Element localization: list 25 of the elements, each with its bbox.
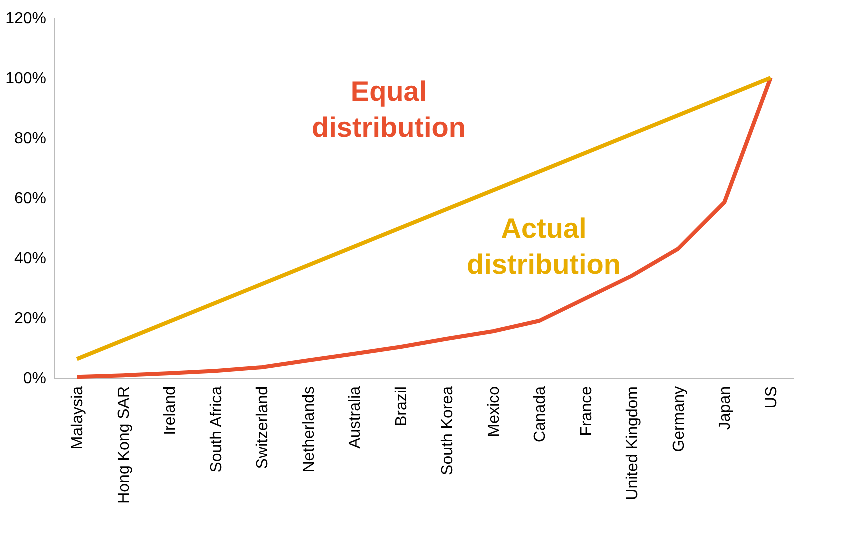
y-tick-label: 0% [23, 370, 46, 388]
x-tick-label: Brazil [393, 386, 410, 427]
text: Equal distribution [312, 76, 466, 143]
y-tick-label: 60% [14, 190, 46, 208]
y-tick-label: 120% [6, 10, 46, 28]
y-tick-label: 100% [6, 70, 46, 88]
x-tick-label: Hong Kong SAR [116, 386, 133, 504]
x-tick-label: France [578, 386, 596, 436]
x-tick-label: United Kingdom [624, 386, 642, 500]
x-tick-label: South Korea [440, 386, 457, 476]
x-tick-label: Australia [347, 386, 364, 449]
y-tick-label: 80% [14, 130, 46, 148]
x-tick-label: Mexico [486, 386, 503, 438]
x-tick-label: Netherlands [300, 386, 318, 473]
x-tick-label: South Africa [208, 386, 226, 473]
x-tick-label: Switzerland [254, 386, 272, 470]
x-tick-label: Ireland [162, 386, 180, 436]
x-tick-label: US [763, 386, 780, 409]
y-tick-label: 40% [14, 250, 46, 268]
series-label: Actual distribution [467, 213, 621, 280]
y-tick-label: 20% [14, 310, 46, 328]
x-tick-label: Malaysia [70, 386, 87, 450]
x-tick-label: Japan [717, 386, 734, 430]
x-tick-label: Germany [670, 386, 688, 452]
x-tick-label: Canada [532, 386, 550, 443]
